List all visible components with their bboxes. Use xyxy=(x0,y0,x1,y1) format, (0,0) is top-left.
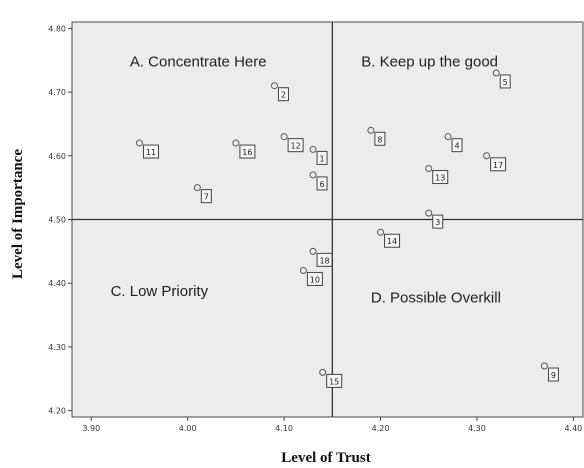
data-point: 10 xyxy=(299,266,323,286)
point-marker xyxy=(319,368,327,376)
point-label: 14 xyxy=(387,237,397,246)
x-tick-label: 4.20 xyxy=(372,424,390,433)
quadrant-label: D. Possible Overkill xyxy=(371,289,501,306)
x-tick-label: 4.00 xyxy=(179,424,197,433)
y-tick-label: 4.20 xyxy=(48,407,66,416)
quadrant-label: C. Low Priority xyxy=(111,283,209,300)
data-point: 2 xyxy=(270,82,289,102)
y-tick-label: 4.70 xyxy=(48,88,66,97)
y-tick-label: 4.80 xyxy=(48,24,66,33)
point-label-box xyxy=(316,176,328,191)
point-label-box xyxy=(432,170,449,185)
data-point: 1 xyxy=(309,145,328,165)
point-label-box xyxy=(316,150,328,165)
point-label: 3 xyxy=(435,218,440,227)
x-axis-title: Level of Trust xyxy=(281,450,370,466)
quadrant-label: B. Keep up the good xyxy=(361,54,498,71)
point-label: 5 xyxy=(503,78,508,87)
data-point: 9 xyxy=(540,362,559,382)
data-point: 4 xyxy=(444,133,463,153)
x-tick-label: 3.90 xyxy=(82,424,100,433)
point-label: 11 xyxy=(146,148,156,157)
point-label-box xyxy=(142,144,159,159)
point-marker xyxy=(425,209,433,217)
data-point: 5 xyxy=(492,69,511,89)
point-label-box xyxy=(490,157,507,172)
data-point: 7 xyxy=(193,184,212,204)
point-label: 12 xyxy=(291,142,301,151)
point-label: 13 xyxy=(435,174,445,183)
point-marker xyxy=(309,171,317,179)
y-axis-title: Level of Importance xyxy=(10,149,26,279)
point-label-box xyxy=(374,131,386,146)
point-label-box xyxy=(451,138,463,153)
point-label-box xyxy=(384,233,401,248)
data-point: 16 xyxy=(232,139,256,159)
y-tick-label: 4.40 xyxy=(48,279,66,288)
point-marker xyxy=(280,133,288,141)
x-tick-label: 4.30 xyxy=(468,424,486,433)
point-label: 15 xyxy=(329,377,339,386)
point-label: 9 xyxy=(551,371,556,380)
data-point: 15 xyxy=(319,368,343,388)
x-tick-label: 4.40 xyxy=(564,424,582,433)
point-label: 2 xyxy=(281,91,286,100)
point-label: 18 xyxy=(319,256,329,265)
point-marker xyxy=(444,133,452,141)
point-marker xyxy=(377,228,385,236)
data-point: 17 xyxy=(483,152,507,172)
y-tick-label: 4.30 xyxy=(48,343,66,352)
point-label: 6 xyxy=(319,180,324,189)
data-point: 11 xyxy=(135,139,159,159)
point-marker xyxy=(135,139,143,147)
point-marker xyxy=(367,126,375,134)
point-marker xyxy=(309,145,317,153)
point-label-box xyxy=(326,373,343,388)
point-marker xyxy=(540,362,548,370)
data-point: 18 xyxy=(309,247,333,267)
quadrant-label: A. Concentrate Here xyxy=(130,54,267,71)
y-tick-label: 4.50 xyxy=(48,216,66,225)
data-point: 12 xyxy=(280,133,304,153)
point-marker xyxy=(309,247,317,255)
data-point: 3 xyxy=(425,209,444,229)
point-marker xyxy=(270,82,278,90)
data-point: 8 xyxy=(367,126,386,146)
point-marker xyxy=(483,152,491,160)
point-marker xyxy=(492,69,500,77)
point-label-box xyxy=(239,144,256,159)
point-label: 7 xyxy=(204,193,209,202)
point-label-box xyxy=(547,367,559,382)
point-label-box xyxy=(499,74,511,89)
point-label-box xyxy=(200,189,212,204)
data-point: 6 xyxy=(309,171,328,191)
point-marker xyxy=(299,266,307,274)
point-label: 10 xyxy=(310,275,320,284)
point-label: 8 xyxy=(377,135,382,144)
point-label-box xyxy=(277,87,289,102)
y-tick-label: 4.60 xyxy=(48,152,66,161)
point-label-box xyxy=(287,138,304,153)
point-label: 17 xyxy=(493,161,503,170)
data-point: 14 xyxy=(377,228,401,248)
point-marker xyxy=(425,165,433,173)
point-marker xyxy=(193,184,201,192)
point-label-box xyxy=(306,271,323,286)
point-label: 4 xyxy=(454,142,459,151)
point-label: 16 xyxy=(242,148,252,157)
point-label: 1 xyxy=(319,154,324,163)
x-tick-label: 4.10 xyxy=(275,424,293,433)
point-label-box xyxy=(432,214,444,229)
data-point: 13 xyxy=(425,165,449,185)
point-label-box xyxy=(316,252,333,267)
point-marker xyxy=(232,139,240,147)
